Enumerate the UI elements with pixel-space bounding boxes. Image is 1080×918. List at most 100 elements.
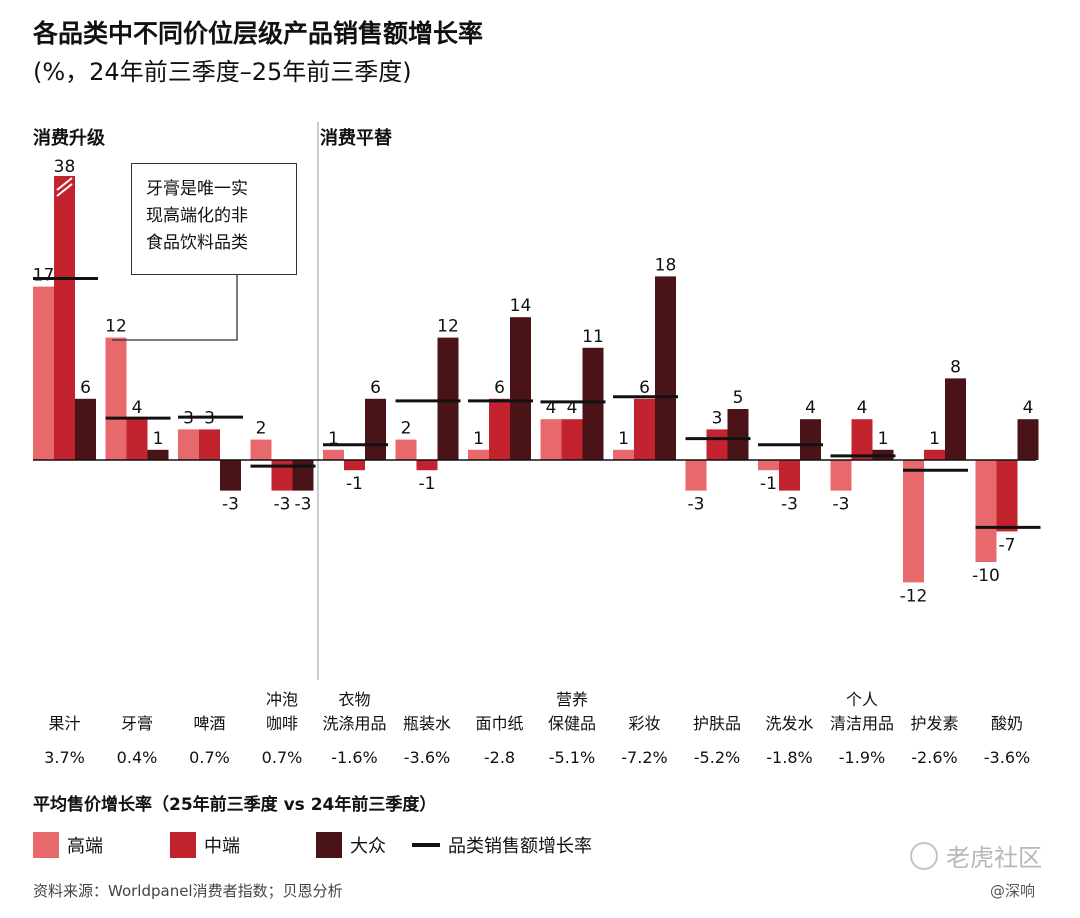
category-label-line: 护发素 xyxy=(910,714,959,733)
data-label: 4 xyxy=(857,398,868,418)
source-note: 资料来源：Worldpanel消费者指数；贝恩分析 xyxy=(33,882,343,900)
category-label-line: 清洁用品 xyxy=(829,714,894,733)
avg-price-value: -3.6% xyxy=(403,748,451,767)
bar xyxy=(1017,419,1039,460)
bar xyxy=(851,419,873,460)
avg-price-value: -2.6% xyxy=(911,748,958,767)
chart-subtitle: (%，24年前三季度–25年前三季度) xyxy=(33,58,412,86)
bar xyxy=(437,337,459,460)
data-label: 4 xyxy=(132,398,143,418)
category-label: 营养 保健品 xyxy=(535,688,609,736)
data-label: 1 xyxy=(328,429,339,449)
bar xyxy=(945,378,966,460)
callout-line: 牙膏是唯一实 xyxy=(146,179,248,199)
bar xyxy=(468,449,489,460)
avg-price-value: -5.2% xyxy=(693,748,741,767)
avg-price-value: -1.8% xyxy=(766,748,813,767)
category-label-line: 彩妆 xyxy=(628,714,661,733)
bar xyxy=(126,419,148,460)
data-label: -3 xyxy=(274,495,291,515)
watermark-handle: @深响 xyxy=(990,882,1036,900)
data-label: -10 xyxy=(972,566,1000,586)
data-label: 17 xyxy=(33,266,55,286)
category-label: 面巾纸 xyxy=(463,712,537,736)
category-label-line: 洗发水 xyxy=(765,714,814,733)
data-label: -1 xyxy=(419,474,436,494)
data-label: 4 xyxy=(546,398,557,418)
legend-swatch-high xyxy=(33,832,59,858)
bar xyxy=(54,176,75,460)
bar xyxy=(489,398,510,460)
data-label: -7 xyxy=(999,535,1016,555)
legend-line-marker xyxy=(412,843,440,847)
bar xyxy=(685,460,707,491)
legend-mid: 中端 xyxy=(170,832,240,858)
data-label: -3 xyxy=(295,495,312,515)
data-label: 6 xyxy=(639,378,650,398)
category-label-line: 营养 xyxy=(555,690,588,709)
axis-break-mark xyxy=(56,177,73,191)
data-label: 1 xyxy=(618,429,629,449)
category-label: 果汁 xyxy=(28,712,102,736)
avg-price-value: -7.2% xyxy=(621,748,668,767)
legend-label-high: 高端 xyxy=(67,836,103,857)
data-label: 11 xyxy=(582,327,604,347)
bar xyxy=(634,398,655,460)
bar xyxy=(344,460,365,471)
category-label-line: 果汁 xyxy=(48,714,81,733)
category-label: 酸奶 xyxy=(970,712,1044,736)
category-label-line: 牙膏 xyxy=(120,714,153,733)
category-label-line: 保健品 xyxy=(547,714,596,733)
data-label: 6 xyxy=(370,378,381,398)
bar xyxy=(779,460,800,491)
data-label: 18 xyxy=(655,255,677,275)
avg-price-value: 0.7% xyxy=(189,748,230,767)
bar xyxy=(800,419,821,460)
bar xyxy=(220,460,241,491)
bar xyxy=(292,460,314,491)
data-label: 4 xyxy=(567,398,578,418)
legend-mass: 大众 xyxy=(316,832,386,858)
bar xyxy=(510,317,531,460)
toothpaste-callout: 牙膏是唯一实 现高端化的非 食品饮料品类 xyxy=(131,163,297,275)
data-label: 12 xyxy=(105,317,127,337)
avg-price-value: -1.9% xyxy=(838,748,886,767)
avg-price-value: 0.4% xyxy=(116,748,158,767)
category-label: 牙膏 xyxy=(100,712,174,736)
data-label: -1 xyxy=(346,474,363,494)
data-label: 6 xyxy=(80,378,91,398)
bar xyxy=(271,460,293,491)
data-label: 5 xyxy=(733,388,744,408)
bar xyxy=(727,409,749,460)
category-label: 彩妆 xyxy=(608,712,682,736)
bar xyxy=(33,286,54,460)
data-label: 38 xyxy=(54,157,76,177)
bar xyxy=(395,439,417,460)
bar xyxy=(416,460,438,471)
bar xyxy=(613,449,634,460)
category-label: 护肤品 xyxy=(680,712,754,736)
data-label: -12 xyxy=(900,586,928,606)
category-label-line: 酸奶 xyxy=(990,714,1023,733)
bar-chart: 17386124133-32-3-31-162-112161444111618-… xyxy=(33,122,1041,680)
data-label: 1 xyxy=(153,429,164,449)
legend-swatch-mid xyxy=(170,832,196,858)
avg-price-value: -5.1% xyxy=(548,748,596,767)
category-label: 护发素 xyxy=(898,712,972,736)
data-label: 4 xyxy=(805,398,816,418)
category-label-line: 面巾纸 xyxy=(475,714,524,733)
legend-high: 高端 xyxy=(33,832,103,858)
legend-category-line: 品类销售额增长率 xyxy=(412,832,592,858)
bar xyxy=(199,429,220,460)
data-label: -3 xyxy=(833,495,850,515)
data-label: 6 xyxy=(494,378,505,398)
category-label: 洗发水 xyxy=(753,712,827,736)
data-label: -3 xyxy=(688,495,705,515)
avg-price-value: -2.8 xyxy=(483,748,516,767)
bar xyxy=(975,460,997,562)
category-label-line: 个人 xyxy=(845,690,878,709)
panel-label-downgrade: 消费平替 xyxy=(320,128,392,149)
legend-label-category-line: 品类销售额增长率 xyxy=(448,836,592,857)
bar xyxy=(75,398,96,460)
category-label: 衣物 洗涤用品 xyxy=(318,688,392,736)
